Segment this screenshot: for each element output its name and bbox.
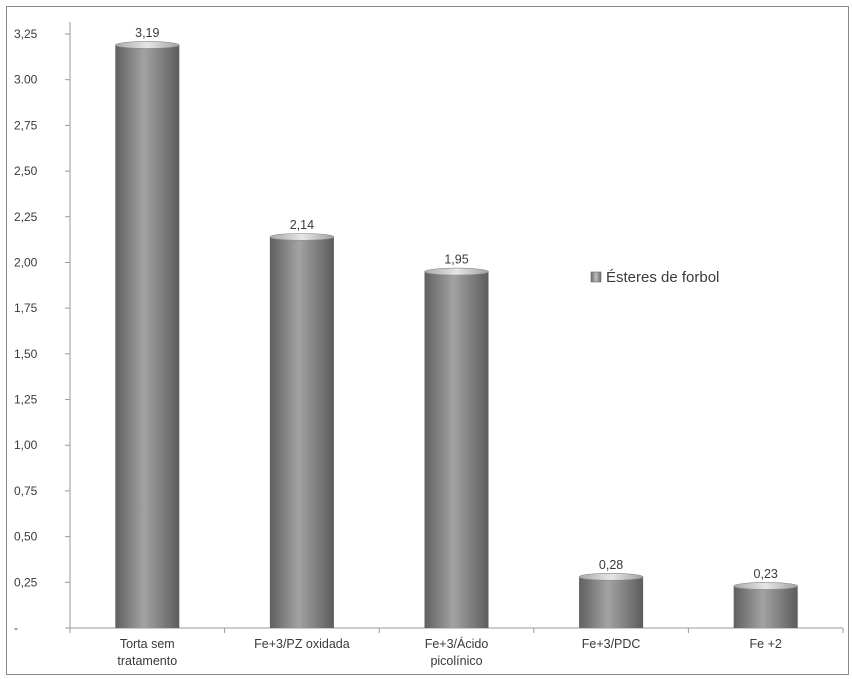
bar [733,582,799,628]
category-label: Torta sem tratamento [117,637,177,668]
category-label: Fe+3/PZ oxidada [254,637,350,651]
bar-series [115,41,799,629]
bar-top [578,573,644,581]
bar-body [269,236,334,628]
bar-top [733,582,799,590]
y-tick-label: 2,50 [14,164,38,178]
bar-body [733,585,798,628]
legend-swatch [590,271,602,283]
y-tick-label: 1,75 [14,301,38,315]
x-axis-ticks [69,628,844,633]
y-tick-label: 0,25 [14,575,38,589]
data-label: 3,19 [135,26,159,40]
data-label: 1,95 [444,253,468,267]
y-tick-label: 3.00 [14,73,38,87]
category-label: Fe +2 [750,637,782,651]
y-tick-label: 1,00 [14,438,38,452]
bar-body [579,576,644,628]
bar [424,267,489,628]
data-label: 2,14 [290,218,314,232]
y-axis-tick-labels: - 0,25 0,50 0,75 1,00 1,25 1,50 1,75 2,00 2,25 2,5… [14,27,38,635]
y-tick-label: 0,50 [14,530,38,544]
data-label: 0,23 [754,567,778,581]
bar [115,41,180,629]
data-labels: 3,19 2,14 1,95 0,28 0,23 [135,26,778,581]
y-tick-label: 1,50 [14,347,38,361]
y-tick-label: 2,25 [14,210,38,224]
bar-top [115,41,180,49]
y-axis-ticks [65,33,70,629]
chart-border [6,6,849,675]
data-label: 0,28 [599,558,623,572]
y-tick-label: 2,00 [14,255,38,269]
bar [269,233,335,628]
category-label: Fe+3/PDC [582,637,641,651]
bar-body [115,44,180,629]
y-tick-label: - [14,621,18,635]
y-tick-label: 0,75 [14,484,38,498]
bar-body [424,271,489,628]
bar-top [269,233,335,241]
bar-top [424,267,489,276]
category-labels: Torta sem tratamento Fe+3/PZ oxidada Fe+3/Á… [117,636,781,668]
legend: Ésteres de forbol [590,269,719,286]
legend-label: Ésteres de forbol [606,269,719,286]
y-tick-label: 2,75 [14,118,38,132]
y-tick-label: 1,25 [14,393,38,407]
y-tick-label: 3,25 [14,27,38,41]
category-label: Fe+3/Ácido picolínico [425,636,489,668]
bar [578,573,644,628]
